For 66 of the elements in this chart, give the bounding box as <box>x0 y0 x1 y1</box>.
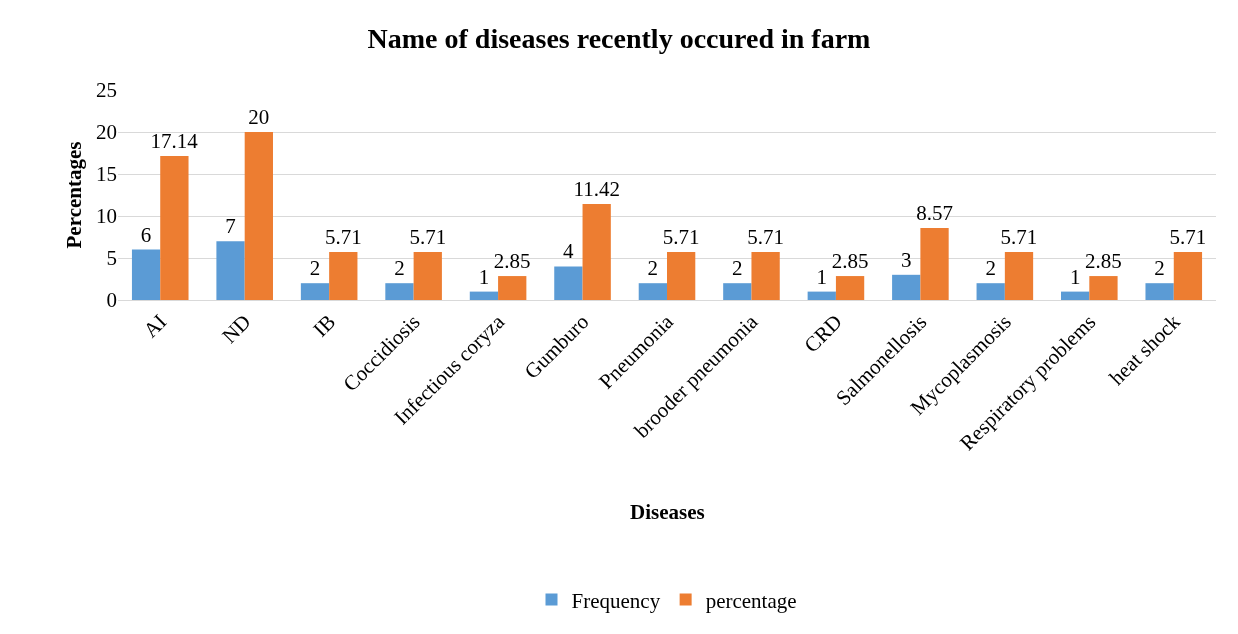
data-label: 5.71 <box>747 225 784 250</box>
bar <box>1061 291 1090 300</box>
data-label: 4 <box>562 239 574 264</box>
data-label: 5.71 <box>662 225 700 250</box>
bar <box>413 252 442 300</box>
bar <box>385 283 414 300</box>
data-label: 2.85 <box>831 249 869 274</box>
bar <box>920 228 949 300</box>
data-label: 2 <box>647 256 659 281</box>
data-label: 17.14 <box>150 129 199 154</box>
data-label: 5.71 <box>1000 225 1038 250</box>
data-label: 2 <box>309 256 321 281</box>
bar <box>1004 252 1034 300</box>
bar <box>131 249 161 300</box>
data-label: 7 <box>225 214 236 239</box>
y-tick-label: 10 <box>96 204 117 229</box>
y-tick-label: 15 <box>96 162 117 187</box>
bar <box>723 283 752 300</box>
data-label: 3 <box>900 247 912 272</box>
y-tick-label: 25 <box>96 78 117 103</box>
bar <box>244 132 273 300</box>
bar <box>1089 276 1118 300</box>
bar <box>892 274 921 300</box>
bar <box>667 252 696 300</box>
data-label: 2 <box>1154 256 1165 281</box>
data-label: 1 <box>816 264 828 289</box>
x-axis-title: Diseases <box>630 500 705 524</box>
x-tick-label: ND <box>217 309 256 349</box>
bar <box>751 252 780 300</box>
y-axis-title: Percentages <box>62 141 87 249</box>
chart-title: Name of diseases recently occured in farm <box>367 23 871 55</box>
bar <box>300 283 330 300</box>
data-label: 20 <box>248 105 270 129</box>
data-label: 11.42 <box>573 177 620 202</box>
bar <box>160 156 189 300</box>
bar <box>638 283 667 300</box>
bar <box>1145 283 1174 300</box>
bar <box>469 291 499 300</box>
legend-label: Frequency <box>571 588 661 613</box>
x-tick-label: IB <box>308 309 341 342</box>
data-label: 2 <box>732 256 743 281</box>
bar <box>329 252 358 300</box>
data-label: 1 <box>1069 264 1081 289</box>
bar <box>498 276 527 300</box>
data-label: 2.85 <box>493 249 531 274</box>
data-label: 2.85 <box>1085 249 1122 274</box>
data-label: 2 <box>985 256 996 281</box>
bar <box>582 204 611 300</box>
data-label: 1 <box>478 264 490 289</box>
y-tick-label: 0 <box>106 288 117 313</box>
bar <box>1173 252 1203 300</box>
data-label: 5.71 <box>409 225 447 250</box>
x-tick-label: AI <box>138 309 172 343</box>
legend-label: percentage <box>705 588 797 613</box>
data-label: 6 <box>140 222 152 247</box>
data-label: 5.71 <box>1169 225 1207 250</box>
y-tick-label: 5 <box>106 246 117 271</box>
bar <box>554 266 583 300</box>
bar <box>976 283 1005 300</box>
data-label: 5.71 <box>324 225 362 250</box>
bar <box>216 241 245 300</box>
bar <box>807 291 836 300</box>
y-tick-label: 20 <box>96 120 117 145</box>
bar <box>835 276 865 300</box>
data-label: 8.57 <box>916 201 953 226</box>
data-label: 2 <box>394 256 405 281</box>
